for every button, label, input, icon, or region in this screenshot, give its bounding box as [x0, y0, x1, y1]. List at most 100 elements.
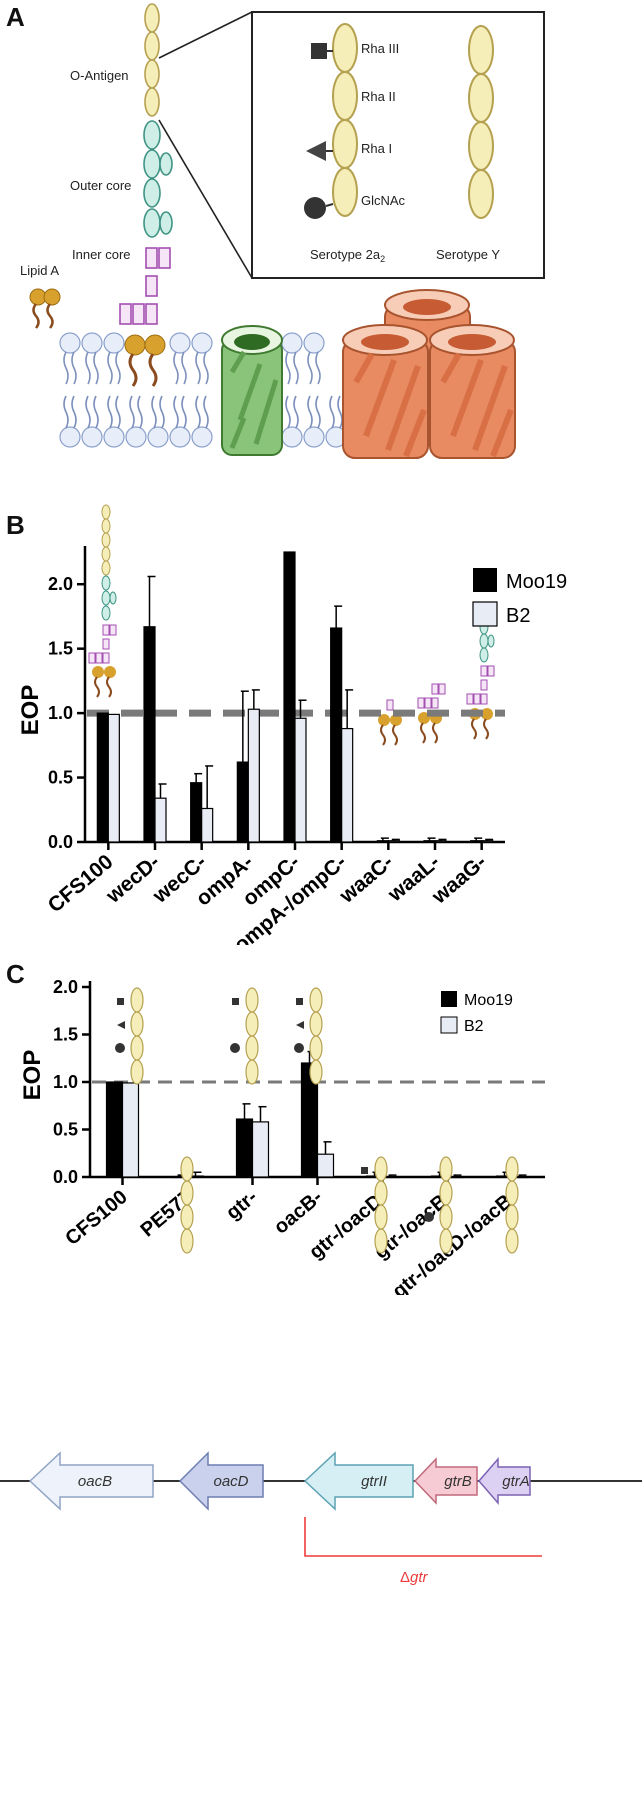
y-tick-label: 1.5: [48, 639, 73, 659]
x-category-label: gtr-: [222, 1186, 262, 1224]
panel-c: C EOP 0.0 0.5 1.0 1.5 2.0 CFS100 PE577 gtr-oacB…: [0, 955, 642, 1295]
serotype-y-chain: [468, 25, 494, 219]
panel-b-label: B: [6, 510, 25, 540]
bar-b2: [387, 840, 400, 843]
bar-moo19: [283, 551, 296, 843]
panel-a-label: A: [6, 2, 25, 32]
y-tick-label: 1.0: [53, 1072, 78, 1092]
bar-b2: [201, 807, 214, 843]
bar-moo19: [96, 712, 109, 843]
circle-icon: [294, 1043, 304, 1053]
serotype-inset-box: [251, 11, 545, 279]
serotype-y-label: Serotype Y: [436, 247, 500, 262]
waag-lps-mini-icon: [466, 619, 495, 740]
bar-moo19: [190, 782, 203, 843]
bar-moo19: [236, 761, 249, 843]
outer-core-label: Outer core: [70, 178, 131, 193]
rha-iii-square-icon: [311, 43, 327, 59]
y-tick-label: 0.0: [48, 832, 73, 852]
svg-text:oacB: oacB: [78, 1473, 112, 1490]
bar-b2: [107, 713, 120, 843]
inner-core-label: Inner core: [72, 247, 131, 262]
o-antigen-unit: [180, 1156, 194, 1182]
o-antigen-unit: [309, 1011, 323, 1037]
legend-swatch-b2: [472, 601, 498, 627]
o-antigen-unit: [374, 1204, 388, 1230]
o-antigen-unit: [439, 1180, 453, 1206]
bar-b2: [316, 1153, 335, 1178]
o-antigen-unit: [309, 987, 323, 1013]
o-antigen-unit: [374, 1180, 388, 1206]
serotype-2a2-label: Serotype 2a2: [310, 247, 385, 264]
bar-moo19: [376, 840, 389, 843]
gene-arrow-oacB: oacB: [28, 1451, 154, 1511]
y-tick-label: 2.0: [53, 977, 78, 997]
bar-b2: [121, 1082, 140, 1178]
legend-label-moo19: Moo19: [464, 992, 513, 1009]
panel-b-y-axis-label: EOP: [17, 685, 44, 736]
legend-label-moo19: Moo19: [506, 571, 567, 593]
svg-text:gtrB: gtrB: [444, 1473, 472, 1490]
legend-label-b2: B2: [506, 605, 530, 627]
svg-text:gtrII: gtrII: [361, 1473, 387, 1490]
o-antigen-unit: [245, 1035, 259, 1061]
legend-swatch-moo19: [473, 568, 497, 592]
o-antigen-chain: [144, 3, 160, 117]
rha-i-triangle-icon: [306, 141, 326, 161]
o-antigen-unit: [130, 1035, 144, 1061]
membrane-bilayer: [59, 332, 347, 448]
legend-swatch-moo19: [441, 991, 457, 1007]
bar-b2: [294, 717, 307, 843]
bar-b2: [251, 1121, 270, 1178]
y-tick-label: 1.0: [48, 703, 73, 723]
o-antigen-unit: [309, 1059, 323, 1085]
o-antigen-unit: [180, 1204, 194, 1230]
o-antigen-unit: [130, 987, 144, 1013]
y-tick-label: 0.0: [53, 1167, 78, 1187]
lipid-a-icon: [29, 288, 61, 329]
gene-arrow-gtrII: gtrII: [303, 1451, 414, 1511]
gene-map: oacB oacD gtrII gtrB gtrA Δgtr: [0, 1415, 642, 1819]
bar-moo19: [423, 840, 436, 843]
circle-icon: [230, 1043, 240, 1053]
bar-moo19: [330, 627, 343, 843]
gene-arrow-oacD: oacD: [178, 1451, 264, 1511]
y-tick-label: 0.5: [48, 768, 73, 788]
gtr-deletion-bracket: Δgtr: [304, 1517, 542, 1586]
panel-c-label: C: [6, 959, 25, 989]
inner-core-blocks: [119, 247, 171, 325]
bar-b2: [341, 727, 354, 843]
sugar-rha-i: Rha I: [361, 141, 392, 156]
panel-b-plot-area: 0.00.51.01.52.0CFS100wecD-wecC-ompA-ompC…: [44, 546, 505, 945]
glcnac-circle-icon: [304, 197, 326, 219]
panel-b: B EOP: [0, 500, 642, 945]
legend-swatch-b2: [440, 1016, 458, 1034]
svg-text:oacD: oacD: [213, 1473, 248, 1490]
bar-moo19: [470, 840, 483, 843]
square-icon: [117, 998, 124, 1005]
o-antigen-unit: [180, 1228, 194, 1254]
o-antigen-unit: [245, 1011, 259, 1037]
o-antigen-unit: [505, 1180, 519, 1206]
bar-moo19: [105, 1081, 124, 1178]
o-antigen-unit: [505, 1156, 519, 1182]
o-antigen-unit: [309, 1035, 323, 1061]
orange-trimer-porin: [342, 289, 516, 459]
sugar-rha-ii: Rha II: [361, 89, 396, 104]
o-antigen-label: O-Antigen: [70, 68, 129, 83]
green-porin-barrel: [221, 325, 283, 456]
o-antigen-unit: [130, 1011, 144, 1037]
full-lps-mini-icon: [88, 504, 117, 698]
x-category-label: wecD-: [101, 850, 164, 908]
o-antigen-unit: [439, 1156, 453, 1182]
square-icon: [232, 998, 239, 1005]
o-antigen-unit: [245, 1059, 259, 1085]
o-antigen-unit: [439, 1228, 453, 1254]
bar-b2: [154, 797, 167, 843]
svg-text:gtrA: gtrA: [502, 1473, 530, 1490]
o-antigen-unit: [130, 1059, 144, 1085]
panel-a: A Rha III Rha II Rha I GlcNAc Serotype 2…: [0, 0, 642, 500]
lps-lipid-a-anchor: [124, 334, 166, 387]
bar-b2: [434, 840, 447, 843]
triangle-icon: [117, 1021, 125, 1029]
